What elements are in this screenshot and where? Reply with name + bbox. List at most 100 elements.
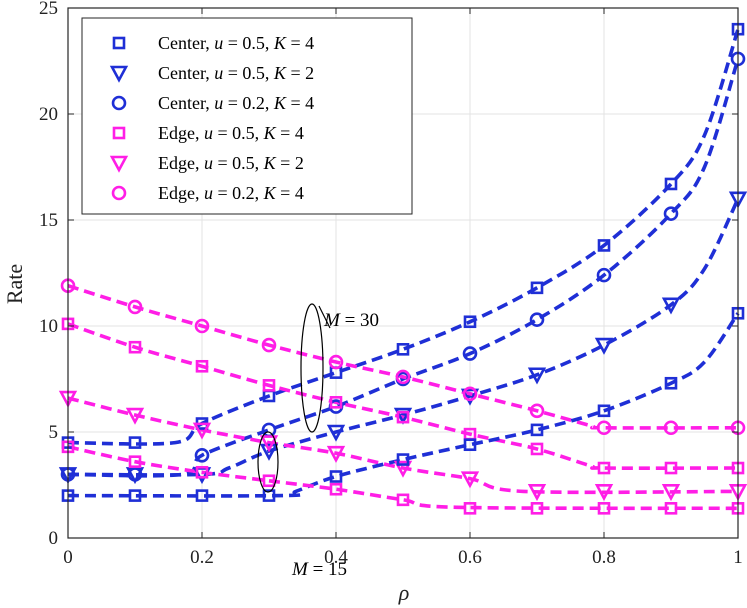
series-line <box>67 396 739 495</box>
data-point-square <box>664 461 678 475</box>
m15-var: M <box>291 559 309 580</box>
legend-text-part: 2 <box>305 63 314 83</box>
data-point-triangle-down <box>527 484 547 502</box>
legend-text-part: = <box>276 123 295 143</box>
legend-text-part: , <box>255 123 264 143</box>
data-point-square <box>329 482 343 496</box>
legend-text-part: , <box>265 93 274 113</box>
legend-text-part: u <box>204 153 213 173</box>
y-tick-label: 0 <box>49 528 59 549</box>
data-point-square <box>262 474 276 488</box>
legend-marker <box>111 95 127 111</box>
legend-text-part: u <box>204 183 213 203</box>
legend-entry-label: Center, u = 0.2, K = 4 <box>158 93 314 113</box>
legend-text-part: Edge, <box>158 183 204 203</box>
data-point-circle <box>663 206 679 221</box>
data-point-circle <box>194 448 210 463</box>
data-point-square <box>396 343 410 356</box>
data-point-square <box>463 502 477 515</box>
legend-text-part: K <box>263 153 277 173</box>
legend-marker <box>109 155 129 173</box>
legend-text-part: Center, <box>158 93 214 113</box>
data-point-triangle-down <box>460 471 480 489</box>
plot-area-frame <box>67 7 739 539</box>
y-axis-label: Rate <box>2 264 27 304</box>
data-point-square <box>664 177 678 191</box>
data-point-triangle-down <box>326 445 346 463</box>
legend-text-part: Edge, <box>158 123 204 143</box>
data-point-square <box>396 453 410 466</box>
x-tick-label: 0.6 <box>458 547 482 568</box>
data-point-square <box>463 438 477 452</box>
data-point-triangle-down <box>527 367 547 385</box>
data-point-square <box>329 470 343 483</box>
data-point-square <box>664 502 678 515</box>
data-point-triangle-down <box>125 407 145 425</box>
data-point-circle <box>127 467 143 482</box>
data-point-triangle-down <box>594 484 614 502</box>
series-line <box>67 322 739 470</box>
legend-text-part: 0.5 <box>232 123 255 143</box>
legend-entry-label: Edge, u = 0.2, K = 4 <box>158 183 304 203</box>
data-point-square <box>329 396 343 409</box>
data-point-square <box>597 404 611 418</box>
legend-marker <box>109 65 129 83</box>
data-point-square <box>396 493 410 507</box>
y-tick-label: 15 <box>39 210 58 231</box>
m15-value: = 15 <box>308 559 347 580</box>
data-point-square <box>664 376 678 390</box>
data-point-circle <box>529 312 545 327</box>
x-tick-label: 0.4 <box>324 547 348 568</box>
series-line <box>67 283 739 430</box>
data-point-circle <box>462 346 478 361</box>
legend-entry-label: Center, u = 0.5, K = 4 <box>158 33 314 53</box>
legend-text-part: = <box>213 123 232 143</box>
x-tick-label: 0 <box>63 547 73 568</box>
legend-text-part: K <box>263 123 277 143</box>
legend-text-part: 4 <box>305 33 314 53</box>
y-tick-label: 20 <box>39 104 58 125</box>
legend-text-part: u <box>214 93 223 113</box>
data-point-square <box>262 489 276 502</box>
legend-text-part: , <box>265 33 274 53</box>
m30-value: = 30 <box>340 310 379 331</box>
legend-box <box>81 17 413 215</box>
y-tick-label: 25 <box>39 0 58 19</box>
data-point-triangle-down <box>259 443 279 461</box>
legend-text-part: 0.5 <box>242 63 265 83</box>
legend-marker <box>112 126 126 140</box>
legend-text-part: Center, <box>158 33 214 53</box>
data-point-square <box>195 359 209 373</box>
legend-marker <box>111 185 127 201</box>
legend-entry-label: Edge, u = 0.5, K = 4 <box>158 123 304 143</box>
data-point-circle <box>127 299 143 315</box>
data-point-square <box>530 281 544 295</box>
m15-ellipse <box>257 431 279 493</box>
legend-text-part: 0.2 <box>232 183 255 203</box>
x-tick-label: 0.8 <box>592 547 616 568</box>
data-point-circle <box>663 420 679 436</box>
data-point-square <box>262 379 276 392</box>
data-point-square <box>597 461 611 475</box>
legend-text-part: 4 <box>295 183 304 203</box>
legend-text-part: K <box>273 93 287 113</box>
data-point-triangle-down <box>661 297 681 315</box>
x-tick-label: 1 <box>733 547 743 568</box>
legend-text-part: , <box>255 183 264 203</box>
legend-marker <box>112 36 126 50</box>
data-point-circle <box>596 420 612 436</box>
data-point-square <box>530 502 544 515</box>
series-line <box>67 28 740 446</box>
m30-ellipse <box>300 303 324 433</box>
legend-text-part: 4 <box>295 123 304 143</box>
data-point-circle <box>261 337 277 353</box>
data-point-square <box>597 502 611 515</box>
legend-text-part: = <box>286 33 305 53</box>
data-point-circle <box>194 318 210 334</box>
data-point-square <box>195 465 209 479</box>
legend-text-part: = <box>286 93 305 113</box>
data-point-square <box>396 410 410 424</box>
data-point-square <box>530 442 544 456</box>
